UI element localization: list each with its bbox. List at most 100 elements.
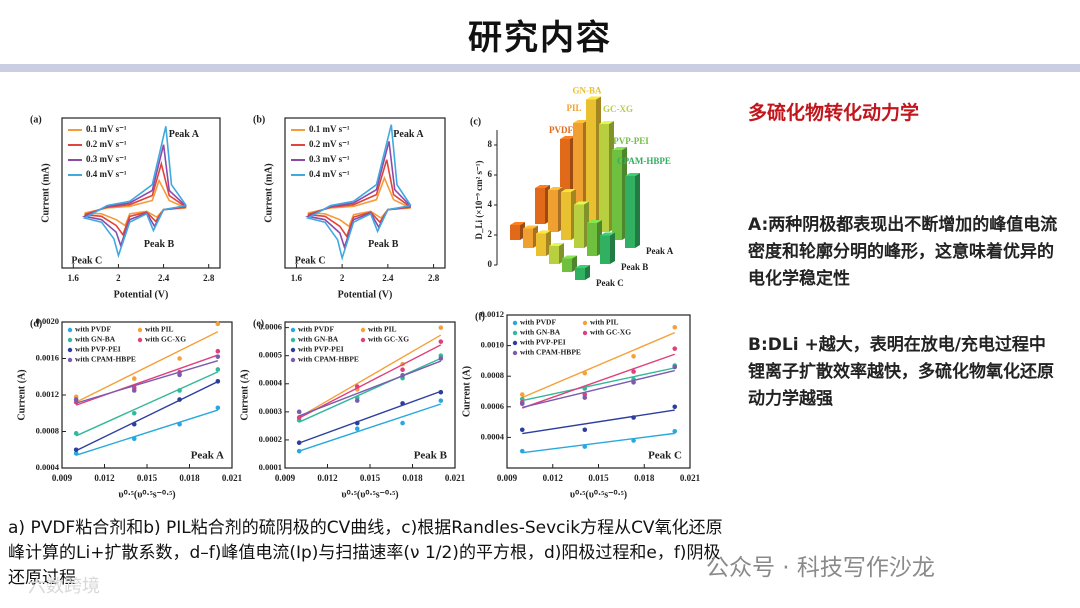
bar-top	[573, 120, 588, 123]
legend-swatch	[582, 320, 588, 326]
legend-swatch	[67, 337, 73, 343]
y-tick-label: 0.0016	[36, 352, 59, 362]
bar-3d	[523, 225, 538, 248]
annotation: Peak C	[648, 450, 682, 462]
data-point	[438, 339, 444, 344]
data-point	[519, 401, 525, 407]
y-tick-label: 0.0020	[36, 316, 59, 326]
annotation: Peak B	[368, 239, 399, 250]
row-label: Peak B	[621, 262, 648, 272]
slide-title: 研究内容	[468, 18, 612, 58]
cv-curve	[81, 144, 187, 248]
data-point	[73, 447, 79, 453]
legend-label: with GN-BA	[75, 335, 116, 344]
legend-label: with PVDF	[298, 325, 334, 334]
y-tick-label: 8	[488, 139, 493, 149]
fit-line	[75, 359, 219, 404]
bar-top	[536, 230, 551, 234]
data-point	[131, 421, 137, 427]
legend-label: with PVP-PEI	[75, 345, 121, 354]
data-point	[215, 367, 221, 372]
bar-front	[612, 150, 622, 240]
bar-top	[574, 201, 589, 205]
category-label: GC-XG	[603, 104, 633, 114]
legend-swatch	[512, 340, 518, 346]
bar-3d	[575, 265, 590, 280]
y-axis-label: Current (A)	[239, 369, 250, 420]
x-tick-label: 2	[340, 273, 345, 283]
x-tick-label: 0.018	[402, 473, 423, 483]
fit-line	[298, 344, 442, 419]
bar-front	[561, 192, 571, 240]
data-point	[131, 388, 137, 393]
x-tick-label: 1.6	[291, 273, 303, 283]
bar-top	[587, 220, 602, 223]
bar-3d	[600, 232, 615, 264]
fit-line	[522, 432, 675, 454]
data-point	[354, 420, 360, 426]
data-point	[131, 376, 137, 381]
fit-line	[522, 367, 675, 402]
bar-3d	[599, 121, 614, 232]
x-tick-label: 0.015	[137, 473, 158, 483]
cv-curve	[307, 159, 412, 239]
bar-front	[574, 204, 584, 248]
legend-swatch	[290, 337, 296, 343]
data-point	[438, 325, 444, 330]
legend-swatch	[290, 357, 296, 363]
data-point	[519, 427, 525, 433]
x-tick-label: 2.8	[428, 273, 440, 283]
x-tick-label: 0.021	[680, 473, 701, 483]
header-band	[0, 64, 1080, 72]
cv-curve	[307, 175, 412, 228]
x-tick-label: 0.015	[588, 473, 609, 483]
y-tick-label: 0.0003	[259, 406, 282, 416]
data-point	[400, 373, 405, 378]
legend-label: 0.1 mV s⁻¹	[86, 124, 127, 134]
data-point	[519, 392, 525, 397]
data-point	[631, 438, 636, 443]
bar-3d	[574, 201, 589, 248]
bar-front	[600, 235, 610, 264]
legend-label: with GN-BA	[520, 328, 561, 337]
bar-front	[625, 176, 635, 248]
x-axis-label: υ⁰·⁵(υ⁰·⁵s⁻⁰·⁵)	[118, 489, 175, 500]
fit-line	[75, 371, 219, 437]
y-axis-label: Current (mA)	[40, 163, 51, 223]
data-point	[177, 372, 182, 378]
bar-top	[600, 232, 615, 236]
x-tick-label: 0.021	[222, 473, 243, 483]
data-point	[438, 389, 444, 395]
legend-swatch	[67, 327, 73, 333]
data-point	[215, 379, 221, 384]
x-tick-label: 2	[116, 273, 121, 283]
bar-3d	[535, 185, 550, 224]
paragraph: B:DLi +越大，表明在放电/充电过程中锂离子扩散效率越快，多硫化物氧化还原动…	[748, 335, 1054, 409]
category-label: GN-BA	[573, 86, 603, 96]
data-point	[672, 346, 678, 351]
panel-label: (a)	[30, 114, 42, 125]
y-tick-label: 0.0004	[259, 378, 283, 388]
data-point	[215, 321, 221, 327]
x-tick-label: 2.4	[158, 273, 170, 283]
y-axis-label: Current (mA)	[263, 163, 274, 223]
bar-front	[549, 246, 559, 264]
x-tick-label: 0.012	[543, 473, 564, 483]
x-tick-label: 0.018	[634, 473, 655, 483]
plot-frame	[284, 117, 446, 269]
legend-swatch	[137, 327, 143, 333]
fit-line	[298, 360, 442, 417]
bar-front	[573, 123, 583, 216]
legend-label: with PVDF	[75, 325, 111, 334]
bar-side	[635, 173, 640, 248]
watermark: 公众号 · 科技写作沙龙	[706, 555, 935, 581]
plot-frame	[61, 117, 221, 269]
category-label: PIL	[566, 103, 581, 113]
x-tick-label: 2.8	[203, 273, 215, 283]
legend-label: with PIL	[368, 325, 397, 334]
bar-3d	[625, 173, 640, 248]
legend-label: 0.2 mV s⁻¹	[86, 139, 127, 149]
bar-top	[625, 173, 640, 176]
category-label: PVDF	[549, 125, 573, 135]
